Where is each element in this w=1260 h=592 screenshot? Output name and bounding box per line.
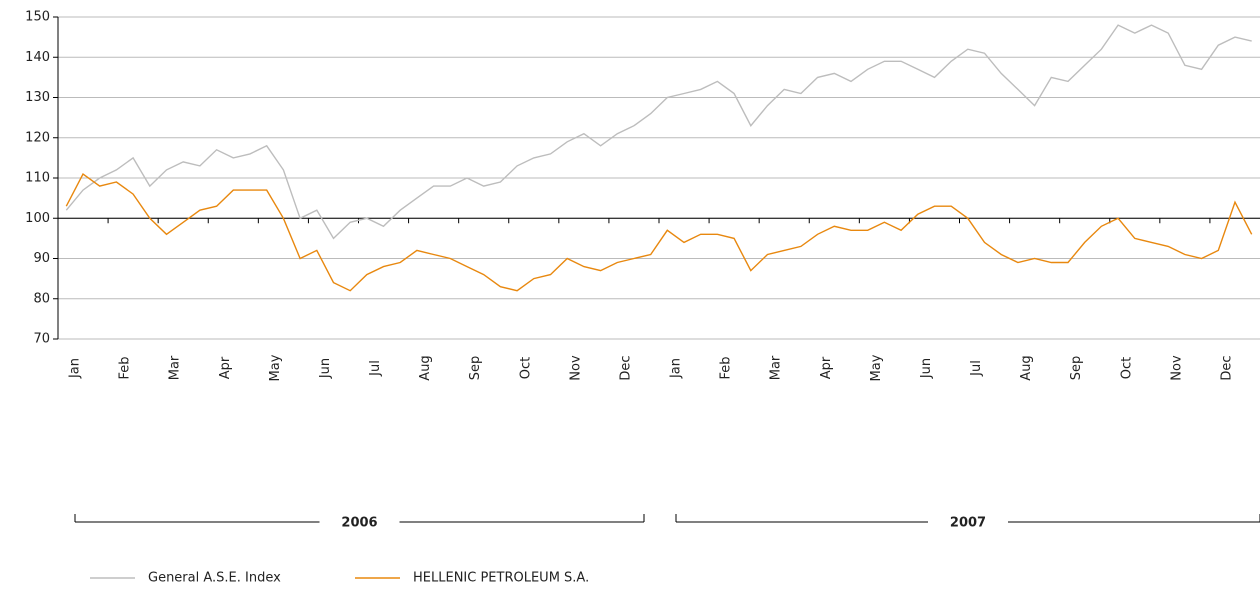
x-tick-label: May bbox=[268, 354, 283, 381]
legend-label: General A.S.E. Index bbox=[148, 571, 281, 586]
x-tick-label: Feb bbox=[719, 356, 734, 379]
x-tick-label: Nov bbox=[568, 355, 583, 381]
y-tick-label: 70 bbox=[33, 332, 50, 347]
y-tick-label: 120 bbox=[25, 130, 50, 145]
x-tick-label: Apr bbox=[819, 356, 834, 379]
x-tick-label: Jun bbox=[919, 358, 934, 379]
series-line bbox=[65, 24, 1252, 240]
x-tick-label: Dec bbox=[618, 355, 633, 380]
y-tick-label: 80 bbox=[33, 291, 50, 306]
y-tick-label: 150 bbox=[25, 10, 50, 25]
series-line bbox=[65, 172, 1253, 292]
y-tick-label: 90 bbox=[33, 251, 50, 266]
x-tick-label: Mar bbox=[168, 355, 183, 380]
x-tick-label: Sep bbox=[1069, 356, 1084, 381]
y-tick-label: 140 bbox=[25, 50, 50, 65]
x-tick-label: Jan bbox=[68, 358, 83, 379]
y-tick-label: 110 bbox=[25, 171, 50, 186]
y-tick-label: 130 bbox=[25, 90, 50, 105]
x-tick-label: Aug bbox=[418, 355, 433, 380]
x-tick-label: Aug bbox=[1019, 355, 1034, 380]
year-label: 2006 bbox=[341, 516, 377, 531]
x-tick-label: Jul bbox=[368, 360, 383, 377]
x-tick-label: Oct bbox=[518, 357, 533, 379]
x-tick-label: Jun bbox=[318, 358, 333, 379]
x-tick-label: Feb bbox=[118, 356, 133, 379]
x-tick-label: Dec bbox=[1219, 355, 1234, 380]
x-tick-label: May bbox=[869, 354, 884, 381]
x-tick-label: Nov bbox=[1169, 355, 1184, 381]
x-tick-label: Oct bbox=[1119, 357, 1134, 379]
year-label: 2007 bbox=[950, 516, 986, 531]
x-tick-label: Mar bbox=[769, 355, 784, 380]
y-tick-label: 100 bbox=[25, 211, 50, 226]
x-tick-label: Jul bbox=[969, 360, 984, 377]
legend-label: HELLENIC PETROLEUM S.A. bbox=[413, 571, 589, 586]
x-tick-label: Sep bbox=[468, 356, 483, 381]
x-tick-label: Jan bbox=[669, 358, 684, 379]
x-tick-label: Apr bbox=[218, 356, 233, 379]
